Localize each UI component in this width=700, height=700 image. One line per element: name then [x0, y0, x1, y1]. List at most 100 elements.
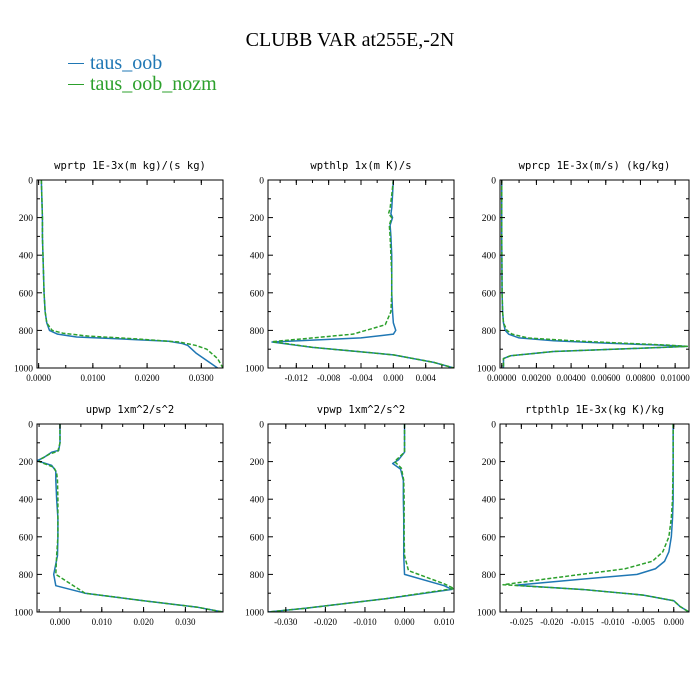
- x-tick-label: 0.00400: [556, 373, 586, 383]
- panel-title: upwp 1xm^2/s^2: [86, 404, 175, 416]
- y-tick-label: 800: [482, 327, 497, 337]
- legend-item-taus-oob-nozm: taus_oob_nozm: [68, 72, 217, 96]
- legend-label-taus-oob: taus_oob: [90, 51, 163, 74]
- x-tick-label: 0.020: [133, 617, 154, 627]
- series-line-taus-oob-nozm: [271, 180, 454, 368]
- y-tick-label: 0: [259, 421, 264, 431]
- x-tick-label: -0.015: [571, 617, 595, 627]
- series-line-taus-oob-nozm: [38, 424, 223, 612]
- legend-swatch-taus-oob: [68, 62, 84, 64]
- y-tick-label: 200: [250, 458, 265, 468]
- plot-frame: [267, 179, 455, 369]
- x-tick-label: -0.010: [353, 617, 377, 627]
- series-line-taus-oob-nozm: [40, 180, 223, 368]
- x-tick-label: -0.020: [540, 617, 564, 627]
- x-tick-label: -0.012: [285, 373, 308, 383]
- panel-title: rtpthlp 1E-3x(kg K)/kg: [525, 404, 664, 416]
- series-line-taus-oob: [37, 424, 223, 612]
- series-line-taus-oob-nozm: [268, 424, 454, 612]
- x-tick-label: -0.030: [274, 617, 298, 627]
- plot-frame: [267, 423, 455, 613]
- y-tick-label: 200: [19, 214, 34, 224]
- y-tick-label: 0: [28, 177, 33, 187]
- legend-label-taus-oob-nozm: taus_oob_nozm: [90, 72, 217, 95]
- x-tick-label: -0.005: [632, 617, 656, 627]
- x-tick-label: -0.004: [349, 373, 373, 383]
- chart-panel-5: vpwp 1xm^2/s^2 0 200 400 600 800 1000 -0.030 -0.…: [245, 404, 455, 627]
- chart-panel-2: wpthlp 1x(m K)/s02004006008001000-0.012-…: [245, 160, 455, 383]
- y-tick-label: 1000: [245, 609, 264, 619]
- y-tick-label: 600: [19, 533, 34, 543]
- y-tick-label: 600: [250, 289, 265, 299]
- y-tick-label: 200: [250, 214, 265, 224]
- y-tick-label: 400: [19, 252, 34, 262]
- x-tick-label: 0.00200: [522, 373, 552, 383]
- y-tick-label: 800: [482, 571, 497, 581]
- plot-frame: [36, 423, 224, 613]
- x-tick-label: 0.00600: [591, 373, 621, 383]
- x-tick-label: 0.0100: [80, 373, 105, 383]
- y-tick-label: 600: [250, 533, 265, 543]
- panel-title: wprcp 1E-3x(m/s) (kg/kg): [519, 160, 671, 172]
- y-tick-label: 400: [250, 252, 265, 262]
- y-tick-label: 600: [19, 289, 34, 299]
- series-line-taus-oob: [268, 424, 453, 612]
- x-tick-label: 0.0000: [26, 373, 51, 383]
- page-title: CLUBB VAR at255E,-2N: [245, 29, 455, 51]
- x-tick-label: 0.0300: [189, 373, 214, 383]
- plot-frame: [499, 179, 690, 369]
- y-tick-label: 600: [482, 533, 497, 543]
- x-tick-label: 0.000: [50, 617, 71, 627]
- y-tick-label: 0: [491, 177, 496, 187]
- chart-panel-6: rtpthlp 1E-3x(kg K)/kg 0 200 400 600 800 1000 -…: [477, 404, 690, 627]
- y-tick-label: 0: [28, 421, 33, 431]
- x-tick-label: 0.004: [416, 373, 437, 383]
- panel-title: wpthlp 1x(m K)/s: [310, 160, 411, 172]
- chart-panel-3: wprcp 1E-3x(m/s) (kg/kg) 0 200 400 600 800 100…: [477, 160, 690, 383]
- x-tick-label: 0.000: [394, 617, 415, 627]
- y-tick-label: 400: [19, 496, 34, 506]
- y-tick-label: 0: [259, 177, 264, 187]
- chart-panel-1: wprtp 1E-3x(m kg)/(s kg) 0 200 400 600 800 100…: [14, 160, 224, 383]
- y-tick-label: 400: [482, 252, 497, 262]
- x-tick-label: 0.000: [664, 617, 685, 627]
- y-tick-label: 800: [19, 571, 34, 581]
- legend-item-taus-oob: taus_oob: [68, 51, 162, 75]
- y-tick-label: 0: [491, 421, 496, 431]
- y-tick-label: 800: [19, 327, 34, 337]
- y-tick-label: 400: [482, 496, 497, 506]
- y-tick-label: 1000: [14, 609, 33, 619]
- y-tick-label: 400: [250, 496, 265, 506]
- series-line-taus-oob: [500, 180, 689, 368]
- panel-title: wprtp 1E-3x(m kg)/(s kg): [54, 160, 206, 172]
- series-line-taus-oob-nozm: [500, 180, 689, 368]
- x-tick-label: 0.00800: [626, 373, 656, 383]
- series-line-taus-oob-nozm: [502, 424, 689, 612]
- x-tick-label: 0.010: [92, 617, 113, 627]
- series-line-taus-oob: [40, 180, 219, 368]
- x-tick-label: -0.010: [601, 617, 625, 627]
- x-tick-label: 0.00000: [487, 373, 517, 383]
- y-tick-label: 1000: [14, 365, 33, 375]
- chart-panel-4: upwp 1xm^2/s^2 0 200 400 600 800 1000 0.000 0.01…: [14, 404, 224, 627]
- y-tick-label: 1000: [477, 609, 496, 619]
- x-tick-label: 0.0200: [135, 373, 160, 383]
- y-tick-label: 200: [482, 458, 497, 468]
- panel-title: vpwp 1xm^2/s^2: [317, 404, 406, 416]
- y-tick-label: 1000: [245, 365, 264, 375]
- x-tick-label: -0.025: [510, 617, 534, 627]
- y-tick-label: 200: [482, 214, 497, 224]
- x-tick-label: -0.008: [317, 373, 341, 383]
- x-tick-label: 0.000: [383, 373, 404, 383]
- x-tick-label: 0.01000: [661, 373, 691, 383]
- x-tick-label: 0.010: [434, 617, 455, 627]
- x-tick-label: 0.030: [175, 617, 196, 627]
- y-tick-label: 200: [19, 458, 34, 468]
- y-tick-label: 1000: [477, 365, 496, 375]
- y-tick-label: 600: [482, 289, 497, 299]
- y-tick-label: 800: [250, 327, 265, 337]
- series-line-taus-oob: [514, 424, 689, 612]
- y-tick-label: 800: [250, 571, 265, 581]
- x-tick-label: -0.020: [314, 617, 338, 627]
